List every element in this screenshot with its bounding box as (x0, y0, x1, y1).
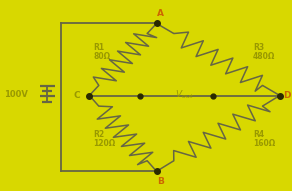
Text: R1: R1 (93, 43, 105, 52)
Text: D: D (283, 91, 291, 100)
Text: R3: R3 (253, 43, 264, 52)
Text: B: B (157, 177, 164, 186)
Text: C: C (74, 91, 80, 100)
Text: $V_{out}$: $V_{out}$ (175, 88, 194, 101)
Text: 80Ω: 80Ω (93, 52, 111, 61)
Text: 120Ω: 120Ω (93, 139, 116, 148)
Text: 480Ω: 480Ω (253, 52, 276, 61)
Text: R4: R4 (253, 130, 264, 139)
Text: A: A (157, 9, 164, 18)
Text: 160Ω: 160Ω (253, 139, 275, 148)
Text: R2: R2 (93, 130, 105, 139)
Text: 100V: 100V (4, 90, 28, 99)
